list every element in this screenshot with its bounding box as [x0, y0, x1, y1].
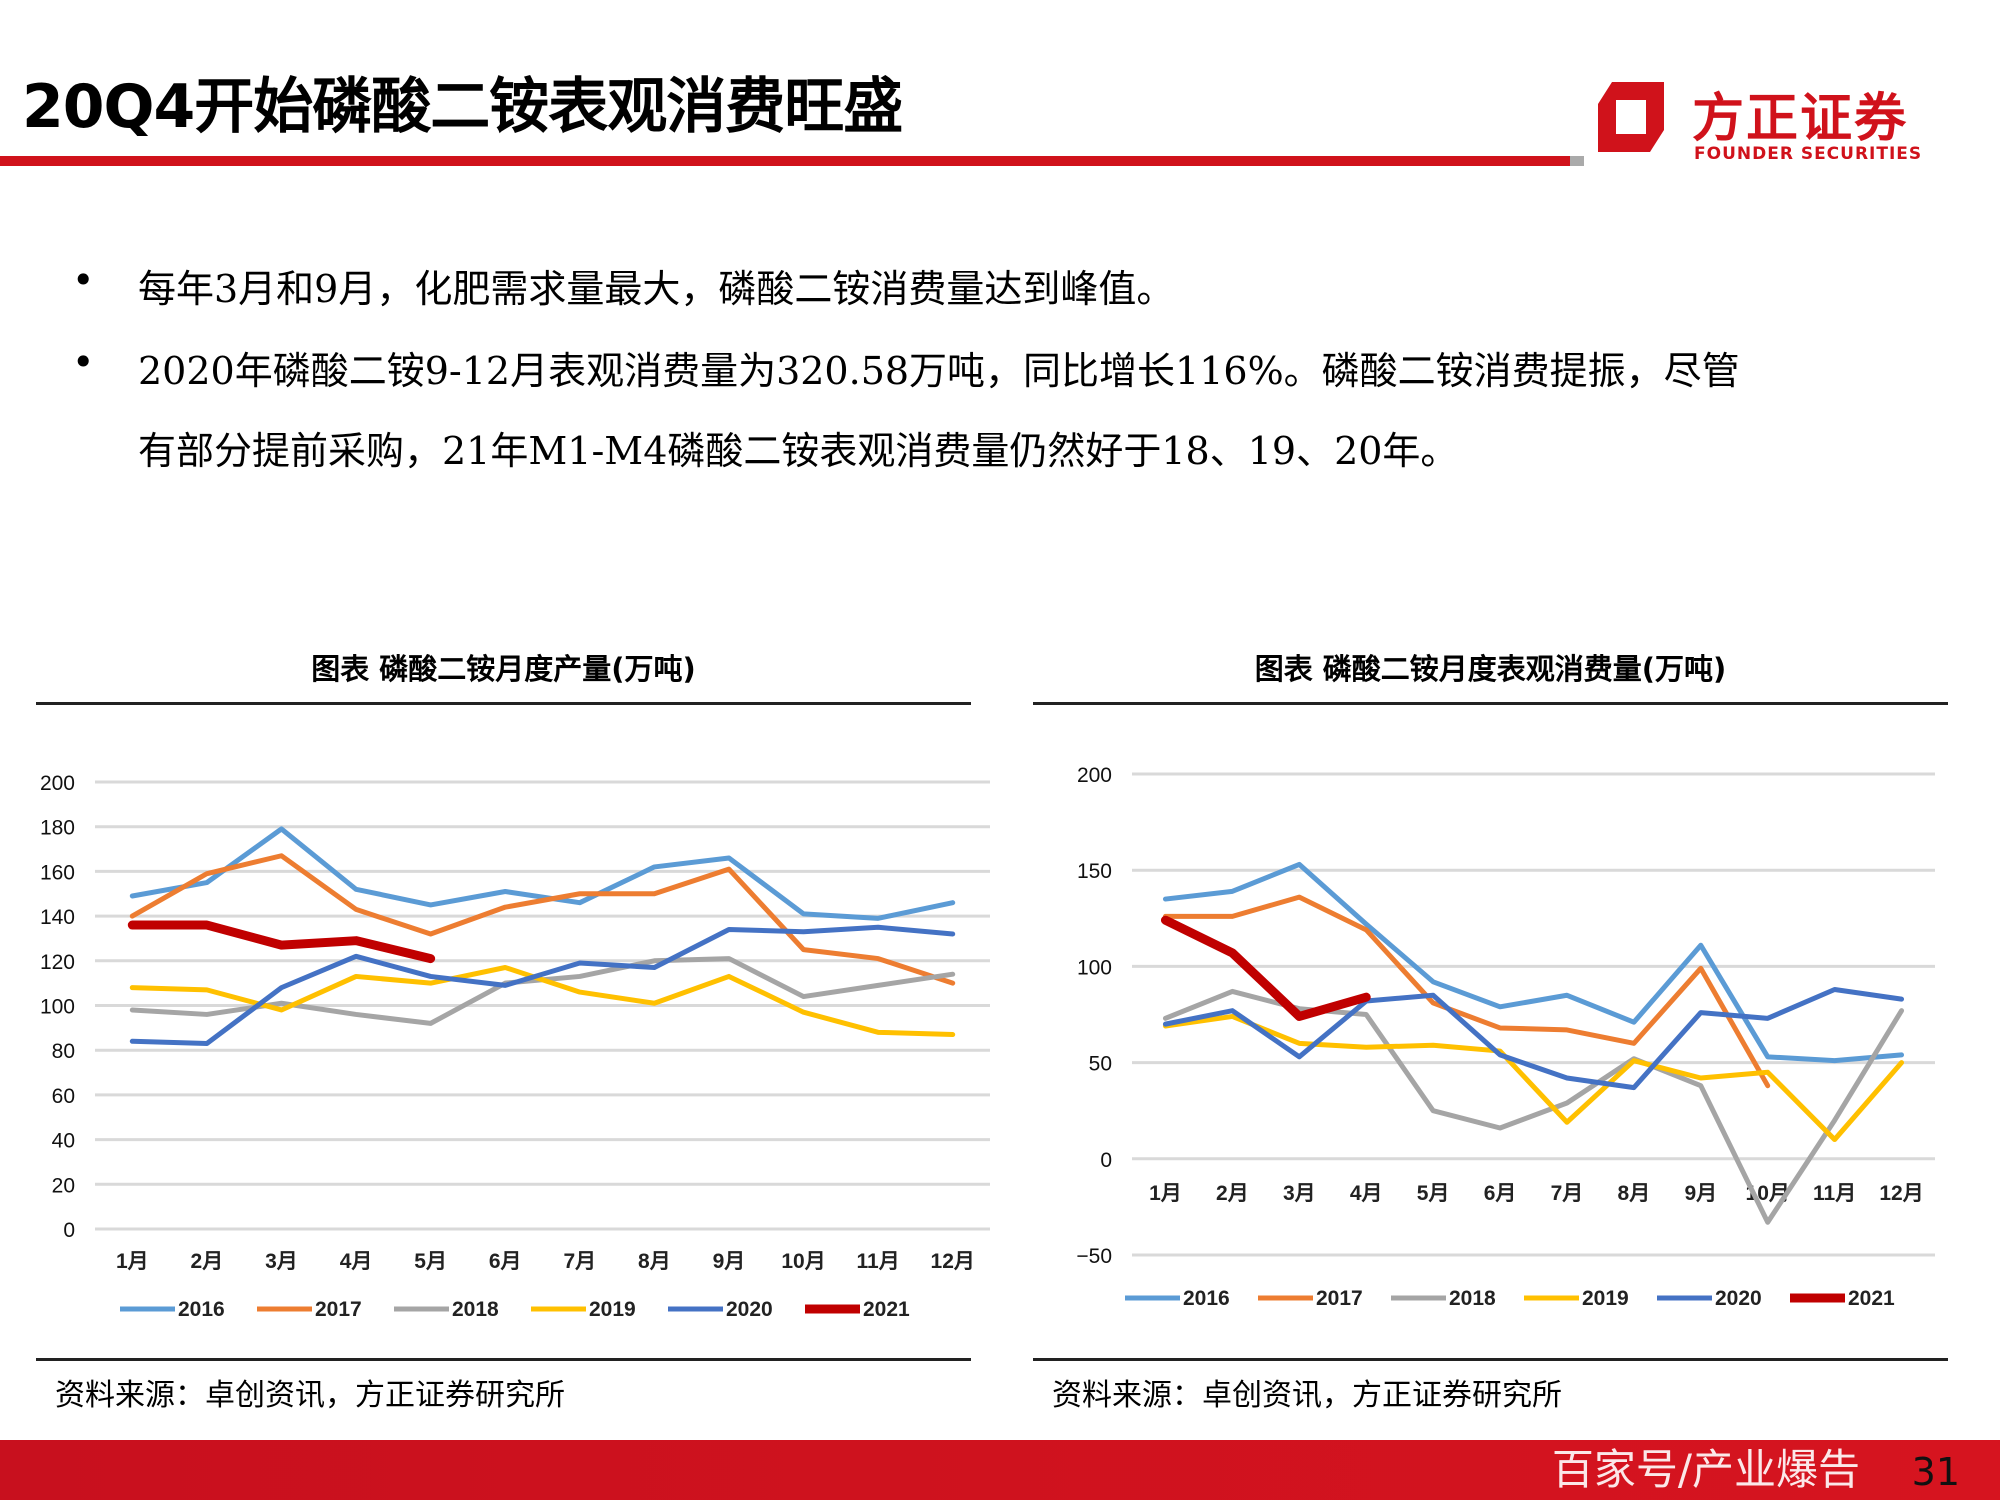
- chart-source: 资料来源：卓创资讯，方正证券研究所: [1052, 1378, 1562, 1413]
- legend-label-2020: 2020: [1715, 1287, 1762, 1310]
- x-tick-label: 7月: [1551, 1182, 1584, 1205]
- x-tick-label: 4月: [340, 1250, 373, 1273]
- series-line-2021: [1160, 915, 1371, 1021]
- legend-label-2016: 2016: [178, 1298, 225, 1321]
- y-tick-label: 200: [1077, 764, 1112, 787]
- watermark: 百家号/产业爆告: [1551, 1445, 1860, 1494]
- y-tick-label: −50: [1076, 1245, 1112, 1268]
- y-tick-label: 150: [1077, 860, 1112, 883]
- chart-title-consumption: 图表 磷酸二铵月度表观消费量(万吨): [1254, 652, 1727, 686]
- chart-title-production: 图表 磷酸二铵月度产量(万吨): [311, 652, 696, 686]
- x-tick-label: 7月: [563, 1250, 596, 1273]
- series-line-2020: [129, 924, 956, 1046]
- x-tick-label: 1月: [1149, 1182, 1182, 1205]
- x-tick-label: 4月: [1350, 1182, 1383, 1205]
- x-tick-label: 12月: [931, 1250, 975, 1273]
- x-tick-label: 5月: [1417, 1182, 1450, 1205]
- legend-label-2020: 2020: [726, 1298, 773, 1321]
- bullet-text: 2020年磷酸二铵9-12月表观消费量为320.58万吨，同比增长116%。磷酸…: [138, 349, 1740, 393]
- series-line-2020: [1162, 986, 1905, 1091]
- x-tick-label: 2月: [191, 1250, 224, 1273]
- y-tick-label: 200: [40, 772, 75, 795]
- x-tick-label: 6月: [489, 1250, 522, 1273]
- chart-top-rule: [36, 702, 971, 705]
- y-tick-label: 120: [40, 951, 75, 974]
- x-tick-label: 9月: [713, 1250, 746, 1273]
- y-tick-label: 0: [63, 1219, 75, 1242]
- series-line-2019: [129, 965, 956, 1038]
- x-tick-label: 9月: [1684, 1182, 1717, 1205]
- page-title: 20Q4开始磷酸二铵表观消费旺盛: [22, 72, 903, 142]
- legend-label-2017: 2017: [315, 1298, 362, 1321]
- x-tick-label: 11月: [857, 1250, 900, 1273]
- series-line-2018: [129, 956, 956, 1026]
- footer-band: [0, 1440, 2000, 1500]
- series-line-2017: [129, 853, 956, 986]
- legend-label-2016: 2016: [1183, 1287, 1230, 1310]
- legend-label-2019: 2019: [589, 1298, 636, 1321]
- founder-logo: 方正证券 FOUNDER SECURITIES: [1598, 74, 1928, 164]
- x-tick-label: 10月: [781, 1250, 825, 1273]
- page-number: 31: [1911, 1450, 1960, 1494]
- y-tick-label: 0: [1100, 1149, 1112, 1172]
- legend-label-2019: 2019: [1582, 1287, 1629, 1310]
- y-tick-label: 160: [40, 861, 75, 884]
- founder-logo-icon: [1598, 82, 1664, 152]
- legend-label-2018: 2018: [1449, 1287, 1496, 1310]
- series-line-2019: [1162, 1013, 1905, 1143]
- series-line-2018: [1162, 988, 1905, 1225]
- bullet-marker: •: [72, 340, 95, 384]
- y-tick-label: 40: [52, 1130, 75, 1153]
- title-underline-end: [1570, 156, 1584, 166]
- y-tick-label: 100: [40, 996, 75, 1019]
- legend-label-2017: 2017: [1316, 1287, 1363, 1310]
- x-tick-label: 8月: [638, 1250, 671, 1273]
- legend-label-2021: 2021: [1848, 1287, 1895, 1310]
- x-tick-label: 5月: [414, 1250, 447, 1273]
- bullet-marker: •: [72, 258, 95, 302]
- series-line-2017: [1162, 894, 1771, 1089]
- y-tick-label: 50: [1089, 1053, 1112, 1076]
- production-line-chart: 0 20 40 60 80 100 120 140 160 180 200 1月 2月 3月 4月 5月 6月 7…: [40, 772, 990, 1321]
- y-tick-label: 140: [40, 906, 75, 929]
- y-tick-label: 20: [52, 1174, 75, 1197]
- y-tick-label: 60: [52, 1085, 75, 1108]
- x-tick-label: 3月: [265, 1250, 298, 1273]
- logo-text-cn: 方正证券: [1692, 89, 1909, 149]
- logo-text-en: FOUNDER SECURITIES: [1694, 144, 1923, 164]
- series-line-2016: [129, 826, 956, 921]
- bullet-text: 有部分提前采购，21年M1-M4磷酸二铵表观消费量仍然好于18、19、20年。: [138, 429, 1459, 473]
- chart-bottom-rule: [1033, 1358, 1948, 1361]
- series-line-2021: [127, 920, 436, 964]
- x-tick-label: 12月: [1879, 1182, 1923, 1205]
- series-line-2016: [1162, 861, 1905, 1064]
- x-tick-label: 2月: [1216, 1182, 1249, 1205]
- y-tick-label: 80: [52, 1040, 75, 1063]
- chart-source: 资料来源：卓创资讯，方正证券研究所: [55, 1378, 565, 1413]
- x-tick-label: 11月: [1813, 1182, 1856, 1205]
- bullet-text: 每年3月和9月，化肥需求量最大，磷酸二铵消费量达到峰值。: [138, 267, 1175, 311]
- y-tick-label: 100: [1077, 956, 1112, 979]
- legend-label-2021: 2021: [863, 1298, 910, 1321]
- x-tick-label: 1月: [116, 1250, 149, 1273]
- chart-bottom-rule: [36, 1358, 971, 1361]
- x-tick-label: 6月: [1484, 1182, 1517, 1205]
- x-tick-label: 8月: [1618, 1182, 1651, 1205]
- x-tick-label: 3月: [1283, 1182, 1316, 1205]
- title-underline: [0, 156, 1570, 166]
- chart-top-rule: [1033, 702, 1948, 705]
- legend-label-2018: 2018: [452, 1298, 499, 1321]
- y-tick-label: 180: [40, 817, 75, 840]
